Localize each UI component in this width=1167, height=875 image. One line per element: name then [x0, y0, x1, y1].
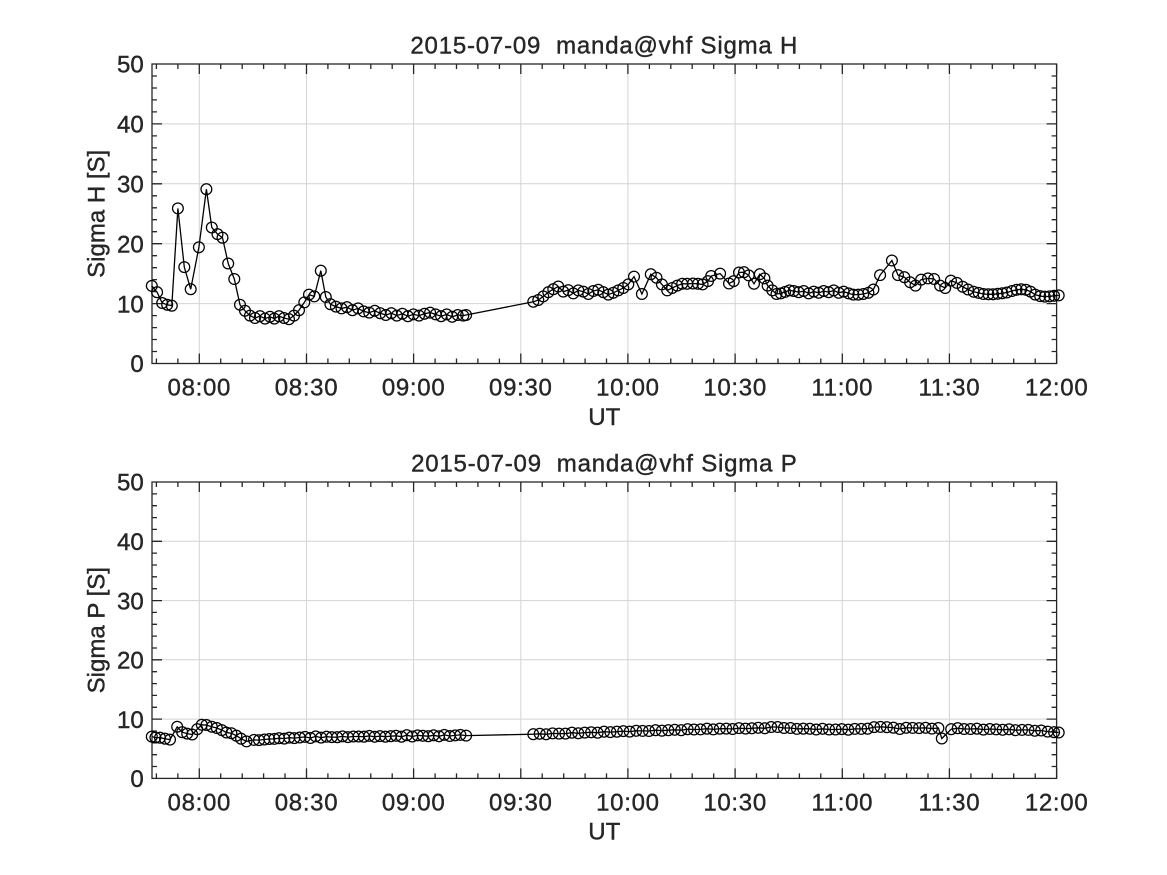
svg-text:11:00: 11:00: [811, 374, 873, 401]
svg-text:12:00: 12:00: [1025, 789, 1089, 816]
svg-text:10: 10: [117, 707, 144, 734]
svg-text:08:30: 08:30: [275, 789, 339, 816]
svg-text:09:30: 09:30: [489, 374, 553, 401]
svg-text:40: 40: [117, 112, 144, 139]
svg-text:08:30: 08:30: [275, 374, 339, 401]
svg-text:Sigma H [S]: Sigma H [S]: [84, 150, 111, 278]
svg-text:0: 0: [130, 351, 143, 378]
svg-text:12:00: 12:00: [1025, 374, 1089, 401]
svg-text:30: 30: [117, 172, 144, 199]
svg-text:20: 20: [117, 231, 144, 258]
svg-text:08:00: 08:00: [168, 789, 232, 816]
svg-text:11:30: 11:30: [919, 789, 981, 816]
svg-text:20: 20: [117, 648, 144, 675]
svg-text:10:30: 10:30: [703, 374, 767, 401]
svg-text:50: 50: [117, 52, 144, 79]
svg-text:50: 50: [117, 470, 144, 497]
svg-text:09:30: 09:30: [489, 789, 553, 816]
svg-text:UT: UT: [588, 404, 620, 431]
svg-text:Sigma P [S]: Sigma P [S]: [84, 567, 111, 693]
svg-text:2015-07-09 manda@vhf Sigma P: 2015-07-09 manda@vhf Sigma P: [411, 450, 797, 477]
svg-text:10:30: 10:30: [703, 789, 767, 816]
svg-text:10: 10: [117, 291, 144, 318]
svg-text:09:00: 09:00: [382, 789, 446, 816]
svg-text:11:00: 11:00: [811, 789, 873, 816]
svg-text:UT: UT: [588, 819, 620, 846]
svg-text:09:00: 09:00: [382, 374, 446, 401]
svg-text:10:00: 10:00: [596, 374, 660, 401]
svg-text:30: 30: [117, 588, 144, 615]
svg-text:10:00: 10:00: [596, 789, 660, 816]
svg-text:2015-07-09 manda@vhf Sigma H: 2015-07-09 manda@vhf Sigma H: [410, 32, 798, 59]
svg-text:0: 0: [130, 766, 143, 793]
svg-text:11:30: 11:30: [919, 374, 981, 401]
svg-text:40: 40: [117, 529, 144, 556]
svg-text:08:00: 08:00: [168, 374, 232, 401]
